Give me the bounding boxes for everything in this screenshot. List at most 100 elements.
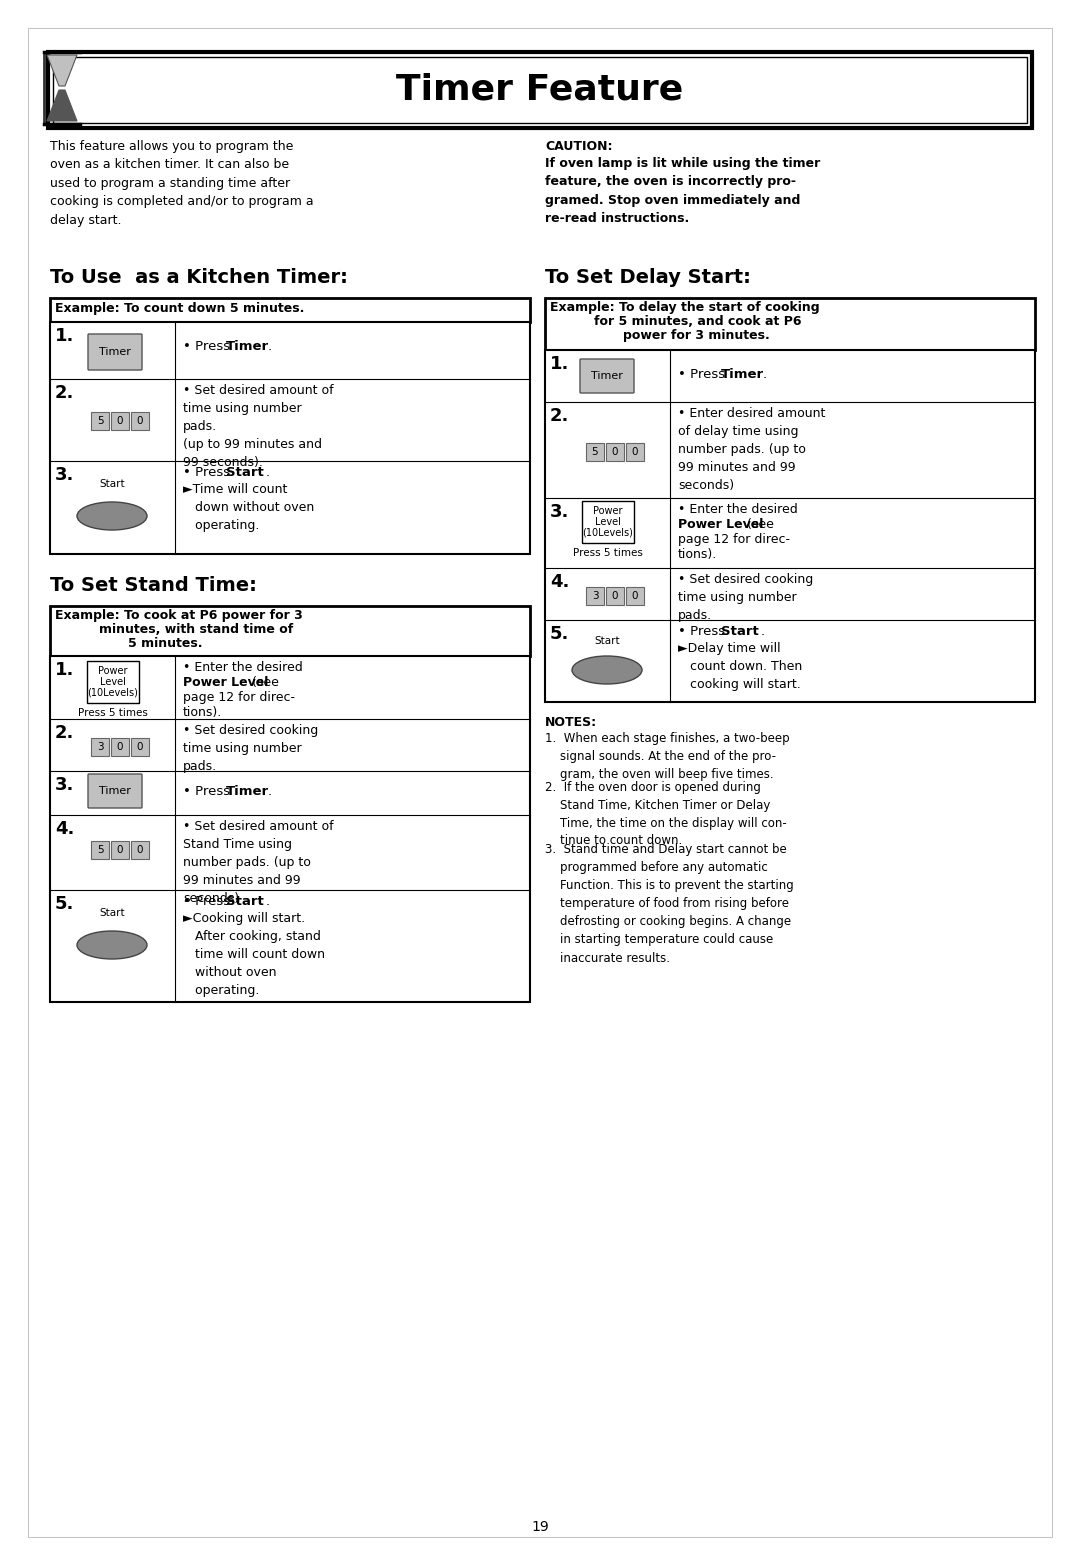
Text: Level: Level	[100, 678, 126, 687]
Ellipse shape	[572, 656, 642, 684]
Bar	[50, 297, 530, 322]
Text: 2.: 2.	[55, 725, 75, 742]
Polygon shape	[48, 91, 77, 121]
Text: 5 minutes.: 5 minutes.	[129, 637, 203, 649]
Bar	[91, 412, 109, 430]
Bar	[91, 739, 109, 756]
Text: Start: Start	[99, 908, 125, 919]
Bar	[131, 840, 149, 859]
Text: • Press: • Press	[183, 340, 234, 354]
Text: • Press: • Press	[183, 895, 234, 908]
Text: • Enter desired amount
of delay time using
number pads. (up to
99 minutes and 99: • Enter desired amount of delay time usi…	[678, 407, 825, 491]
Ellipse shape	[77, 502, 147, 531]
Text: 0: 0	[137, 416, 144, 426]
Text: Timer: Timer	[226, 340, 269, 354]
Text: 0: 0	[137, 742, 144, 753]
Text: 3.  Stand time and Delay start cannot be
    programmed before any automatic
   : 3. Stand time and Delay start cannot be …	[545, 844, 794, 964]
Bar	[626, 587, 644, 606]
Bar	[87, 660, 139, 703]
Text: power for 3 minutes.: power for 3 minutes.	[623, 329, 770, 343]
Text: page 12 for direc-: page 12 for direc-	[678, 534, 789, 546]
Text: Press 5 times: Press 5 times	[78, 707, 148, 718]
Text: This feature allows you to program the
oven as a kitchen timer. It can also be
u: This feature allows you to program the o…	[50, 139, 313, 227]
Text: To Set Stand Time:: To Set Stand Time:	[50, 576, 257, 595]
Bar	[582, 501, 634, 543]
Text: Timer: Timer	[721, 368, 765, 380]
Ellipse shape	[77, 931, 147, 959]
Bar	[131, 739, 149, 756]
Text: minutes, with stand time of: minutes, with stand time of	[99, 623, 294, 635]
Text: • Set desired amount of
time using number
pads.
(up to 99 minutes and
99 seconds: • Set desired amount of time using numbe…	[183, 383, 334, 470]
Bar	[50, 322, 530, 554]
Text: 4.: 4.	[55, 820, 75, 837]
FancyBboxPatch shape	[87, 775, 141, 808]
Text: (10Levels): (10Levels)	[87, 687, 138, 698]
Text: Example: To delay the start of cooking: Example: To delay the start of cooking	[550, 300, 820, 315]
Text: Power Level: Power Level	[183, 676, 268, 689]
Text: • Enter the desired: • Enter the desired	[678, 502, 798, 516]
Text: 5: 5	[97, 845, 104, 854]
Text: Start: Start	[594, 635, 620, 646]
Text: Press 5 times: Press 5 times	[573, 548, 643, 559]
Text: • Press: • Press	[183, 466, 234, 479]
Text: page 12 for direc-: page 12 for direc-	[183, 692, 295, 704]
Text: (see: (see	[743, 518, 774, 531]
Bar	[111, 840, 129, 859]
Text: 0: 0	[611, 592, 618, 601]
Text: 0: 0	[632, 448, 638, 457]
Text: 1.  When each stage finishes, a two-beep
    signal sounds. At the end of the pr: 1. When each stage finishes, a two-beep …	[545, 732, 789, 781]
Text: If oven lamp is lit while using the timer
feature, the oven is incorrectly pro-
: If oven lamp is lit while using the time…	[545, 156, 820, 225]
Text: To Set Delay Start:: To Set Delay Start:	[545, 268, 751, 286]
Text: .: .	[762, 368, 767, 380]
Text: 4.: 4.	[550, 573, 569, 592]
Text: Level: Level	[595, 516, 621, 527]
Text: 5: 5	[97, 416, 104, 426]
Bar	[545, 297, 1035, 351]
Text: Start: Start	[99, 479, 125, 488]
Text: tions).: tions).	[678, 548, 717, 560]
Text: NOTES:: NOTES:	[545, 717, 597, 729]
Bar	[111, 412, 129, 430]
Text: CAUTION:: CAUTION:	[545, 139, 612, 153]
Text: Start: Start	[721, 624, 759, 639]
Text: 1.: 1.	[550, 355, 569, 372]
Text: 0: 0	[117, 416, 123, 426]
Text: 0: 0	[632, 592, 638, 601]
Bar	[50, 606, 530, 656]
Bar	[586, 587, 604, 606]
Bar	[626, 443, 644, 462]
Text: 2.  If the oven door is opened during
    Stand Time, Kitchen Timer or Delay
   : 2. If the oven door is opened during Sta…	[545, 781, 786, 848]
Text: (see: (see	[248, 676, 279, 689]
Text: • Enter the desired: • Enter the desired	[183, 660, 302, 675]
Text: • Set desired cooking
time using number
pads.: • Set desired cooking time using number …	[678, 573, 813, 621]
Text: 3.: 3.	[55, 466, 75, 484]
Bar	[131, 412, 149, 430]
Text: 2.: 2.	[550, 407, 569, 426]
Text: • Set desired amount of
Stand Time using
number pads. (up to
99 minutes and 99
s: • Set desired amount of Stand Time using…	[183, 820, 334, 905]
Bar	[91, 840, 109, 859]
Text: Timer: Timer	[226, 786, 269, 798]
Text: 1.: 1.	[55, 660, 75, 679]
FancyBboxPatch shape	[87, 333, 141, 369]
Bar	[53, 56, 1027, 124]
Bar	[44, 52, 80, 124]
Text: Power: Power	[98, 667, 127, 676]
Text: (10Levels): (10Levels)	[582, 527, 634, 537]
Text: Power: Power	[593, 507, 623, 516]
Text: tions).: tions).	[183, 706, 222, 718]
Text: 1.: 1.	[55, 327, 75, 344]
Text: To Use  as a Kitchen Timer:: To Use as a Kitchen Timer:	[50, 268, 348, 286]
Text: 19: 19	[531, 1520, 549, 1534]
Text: .: .	[268, 340, 272, 354]
Text: 3: 3	[97, 742, 104, 753]
Text: 3: 3	[592, 592, 598, 601]
Text: 2.: 2.	[55, 383, 75, 402]
Bar	[48, 52, 1032, 128]
Text: Timer: Timer	[591, 371, 623, 380]
Text: 0: 0	[611, 448, 618, 457]
Bar	[111, 739, 129, 756]
Text: Timer: Timer	[99, 347, 131, 357]
FancyBboxPatch shape	[580, 358, 634, 393]
Bar	[50, 656, 530, 1002]
Text: ►Cooking will start.
   After cooking, stand
   time will count down
   without : ►Cooking will start. After cooking, stan…	[183, 912, 325, 997]
